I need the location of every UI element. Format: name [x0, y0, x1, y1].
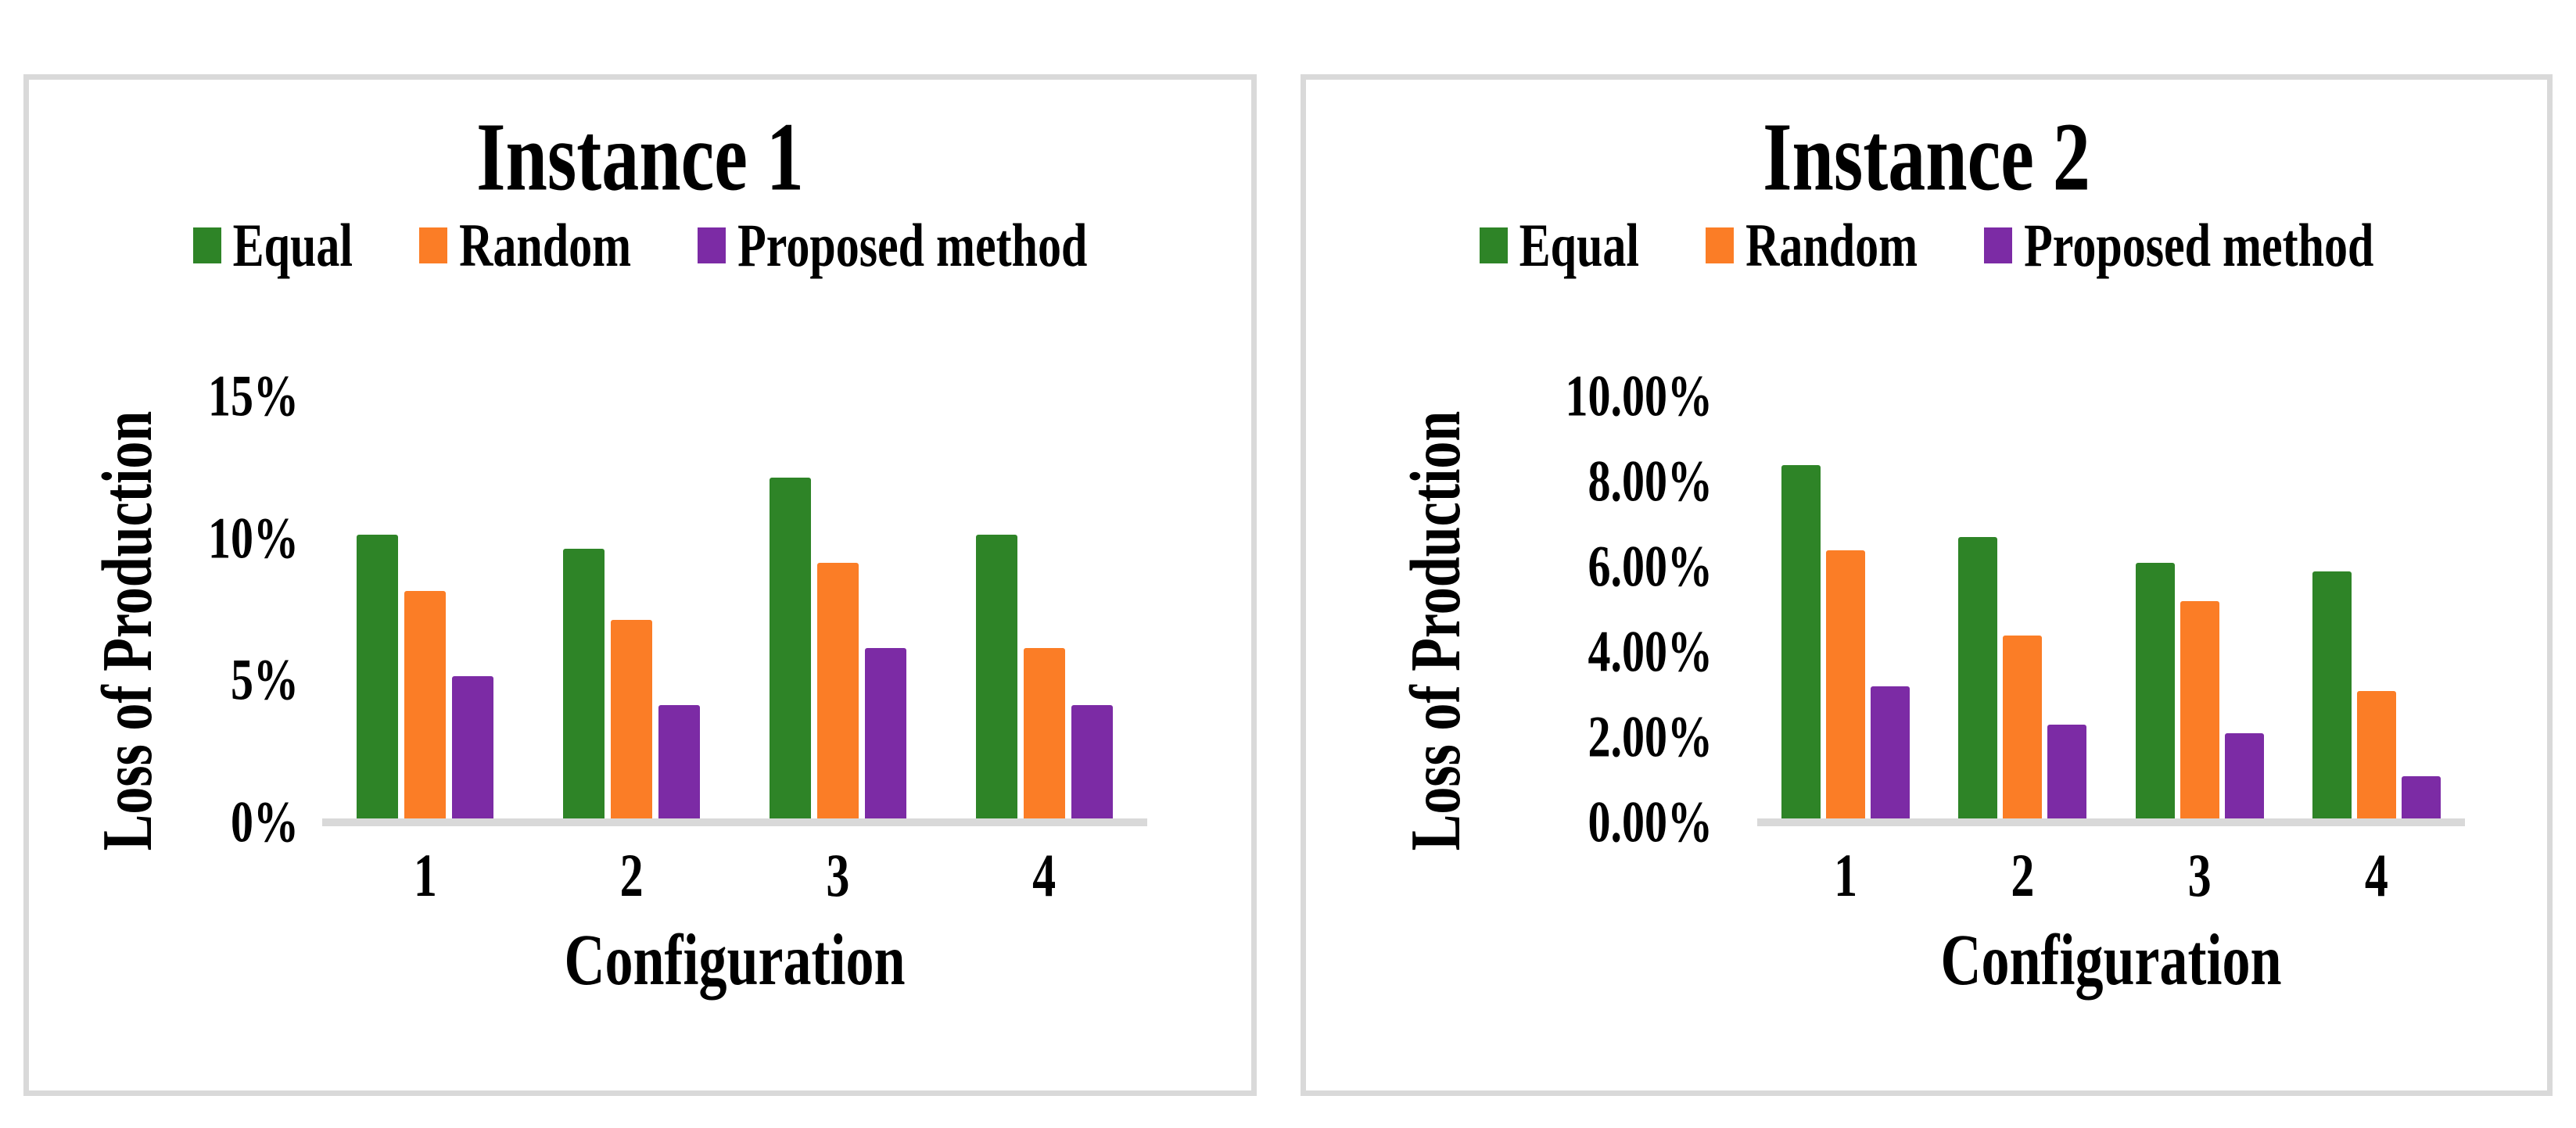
y-tick-label: 0% — [231, 789, 299, 855]
chart-title: Instance 2 — [1763, 102, 2090, 211]
x-axis-line — [322, 818, 1147, 826]
x-category-label: 1 — [413, 842, 437, 909]
legend-swatch-icon — [1706, 227, 1735, 263]
x-axis-line — [1757, 818, 2465, 826]
x-category-label: 1 — [1834, 842, 1858, 909]
bar-equal-config-2 — [1958, 537, 1998, 818]
bar-random-config-2 — [611, 619, 653, 818]
y-tick-label: 6.00% — [1588, 533, 1713, 600]
bar-group-config-2 — [1958, 537, 2087, 818]
bar-proposed-method-config-3 — [2224, 733, 2264, 818]
bar-group-config-2 — [563, 548, 701, 818]
y-tick-label: 5% — [231, 646, 299, 713]
bar-group-config-4 — [2312, 571, 2441, 818]
x-category-label: 3 — [2187, 842, 2212, 909]
bar-equal-config-3 — [2135, 563, 2175, 818]
bar-proposed-method-config-4 — [2401, 775, 2441, 818]
x-category-label: 2 — [619, 842, 644, 909]
legend-swatch-icon — [698, 227, 727, 263]
bar-random-config-1 — [404, 591, 447, 818]
plot-area — [1757, 392, 2465, 818]
y-tick-label: 8.00% — [1588, 448, 1713, 514]
x-tick-labels: 1 2 3 4 — [1757, 842, 2465, 909]
bar-proposed-method-config-2 — [658, 704, 701, 818]
chart-panel-instance-1: Instance 1 Equal Random Proposed method Lo… — [23, 74, 1257, 1096]
y-tick-label: 2.00% — [1588, 704, 1713, 770]
y-tick-label: 10% — [208, 504, 299, 571]
legend-swatch-icon — [192, 227, 221, 263]
bar-group-config-3 — [2135, 563, 2264, 818]
bar-equal-config-2 — [563, 548, 605, 818]
x-category-label: 4 — [2364, 842, 2388, 909]
plot-area — [322, 392, 1147, 818]
x-category-label: 4 — [1032, 842, 1057, 909]
legend-item: Proposed method — [698, 215, 1087, 276]
legend-swatch-icon — [1479, 227, 1508, 263]
legend-swatch-icon — [1984, 227, 2013, 263]
y-axis-title: Loss of Production — [88, 410, 167, 851]
bar-group-config-1 — [1781, 464, 1910, 818]
bar-equal-config-1 — [1781, 464, 1821, 818]
bar-proposed-method-config-2 — [2047, 725, 2087, 818]
bar-proposed-method-config-3 — [864, 648, 906, 818]
bar-proposed-method-config-1 — [1871, 686, 1910, 818]
x-axis-title: Configuration — [1940, 919, 2282, 1001]
bar-equal-config-4 — [2312, 571, 2352, 818]
x-axis-title: Configuration — [564, 919, 906, 1001]
bar-group-config-1 — [357, 534, 494, 818]
legend-item: Equal — [1479, 215, 1639, 276]
legend-item: Proposed method — [1984, 215, 2373, 276]
y-tick-label: 4.00% — [1588, 618, 1713, 685]
y-axis-title: Loss of Production — [1397, 410, 1476, 851]
legend-label: Equal — [232, 212, 353, 279]
bar-equal-config-1 — [357, 534, 399, 818]
legend-swatch-icon — [419, 227, 448, 263]
chart-panel-instance-2: Instance 2 Equal Random Proposed method Lo… — [1301, 74, 2553, 1096]
bar-proposed-method-config-4 — [1071, 704, 1113, 818]
legend-item: Random — [1706, 215, 1918, 276]
bar-random-config-2 — [2003, 635, 2043, 818]
y-tick-label: 10.00% — [1565, 363, 1713, 429]
legend-item: Random — [419, 215, 631, 276]
bar-random-config-4 — [1023, 648, 1065, 818]
y-tick-label: 0.00% — [1588, 789, 1713, 855]
legend-label: Equal — [1519, 212, 1640, 279]
y-tick-label: 15% — [208, 363, 299, 429]
legend-item: Equal — [192, 215, 353, 276]
bar-equal-config-4 — [975, 534, 1017, 818]
bar-random-config-3 — [816, 563, 859, 818]
legend: Equal Random Proposed method — [29, 215, 1251, 276]
x-category-label: 2 — [2011, 842, 2035, 909]
bar-group-config-3 — [769, 478, 906, 818]
x-category-label: 3 — [826, 842, 850, 909]
legend-label: Random — [459, 212, 632, 279]
bar-group-config-4 — [975, 534, 1113, 818]
bar-random-config-1 — [1826, 550, 1866, 818]
chart-title: Instance 1 — [476, 102, 804, 211]
bar-proposed-method-config-1 — [452, 676, 494, 818]
bar-random-config-4 — [2356, 690, 2396, 818]
legend-label: Proposed method — [737, 212, 1088, 279]
legend-label: Proposed method — [2024, 212, 2374, 279]
legend: Equal Random Proposed method — [1306, 215, 2547, 276]
bar-equal-config-3 — [769, 478, 811, 818]
legend-label: Random — [1745, 212, 1918, 279]
bar-random-config-3 — [2180, 601, 2219, 818]
x-tick-labels: 1 2 3 4 — [322, 842, 1147, 909]
